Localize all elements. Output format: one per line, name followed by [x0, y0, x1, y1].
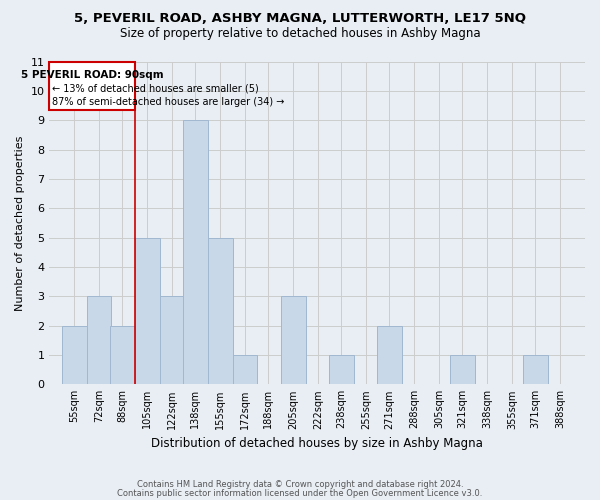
- Text: Contains public sector information licensed under the Open Government Licence v3: Contains public sector information licen…: [118, 489, 482, 498]
- Bar: [329, 355, 353, 384]
- Bar: [110, 326, 135, 384]
- Text: ← 13% of detached houses are smaller (5): ← 13% of detached houses are smaller (5): [52, 84, 259, 94]
- Y-axis label: Number of detached properties: Number of detached properties: [15, 135, 25, 310]
- Bar: [208, 238, 233, 384]
- Bar: [450, 355, 475, 384]
- Text: Size of property relative to detached houses in Ashby Magna: Size of property relative to detached ho…: [119, 28, 481, 40]
- Text: Contains HM Land Registry data © Crown copyright and database right 2024.: Contains HM Land Registry data © Crown c…: [137, 480, 463, 489]
- Bar: [281, 296, 305, 384]
- Bar: [183, 120, 208, 384]
- Bar: [160, 296, 184, 384]
- FancyBboxPatch shape: [49, 62, 135, 110]
- Text: 5, PEVERIL ROAD, ASHBY MAGNA, LUTTERWORTH, LE17 5NQ: 5, PEVERIL ROAD, ASHBY MAGNA, LUTTERWORT…: [74, 12, 526, 26]
- X-axis label: Distribution of detached houses by size in Ashby Magna: Distribution of detached houses by size …: [151, 437, 483, 450]
- Text: 5 PEVERIL ROAD: 90sqm: 5 PEVERIL ROAD: 90sqm: [21, 70, 163, 80]
- Bar: [86, 296, 112, 384]
- Bar: [377, 326, 402, 384]
- Bar: [233, 355, 257, 384]
- Bar: [135, 238, 160, 384]
- Bar: [62, 326, 86, 384]
- Text: 87% of semi-detached houses are larger (34) →: 87% of semi-detached houses are larger (…: [52, 98, 285, 108]
- Bar: [523, 355, 548, 384]
